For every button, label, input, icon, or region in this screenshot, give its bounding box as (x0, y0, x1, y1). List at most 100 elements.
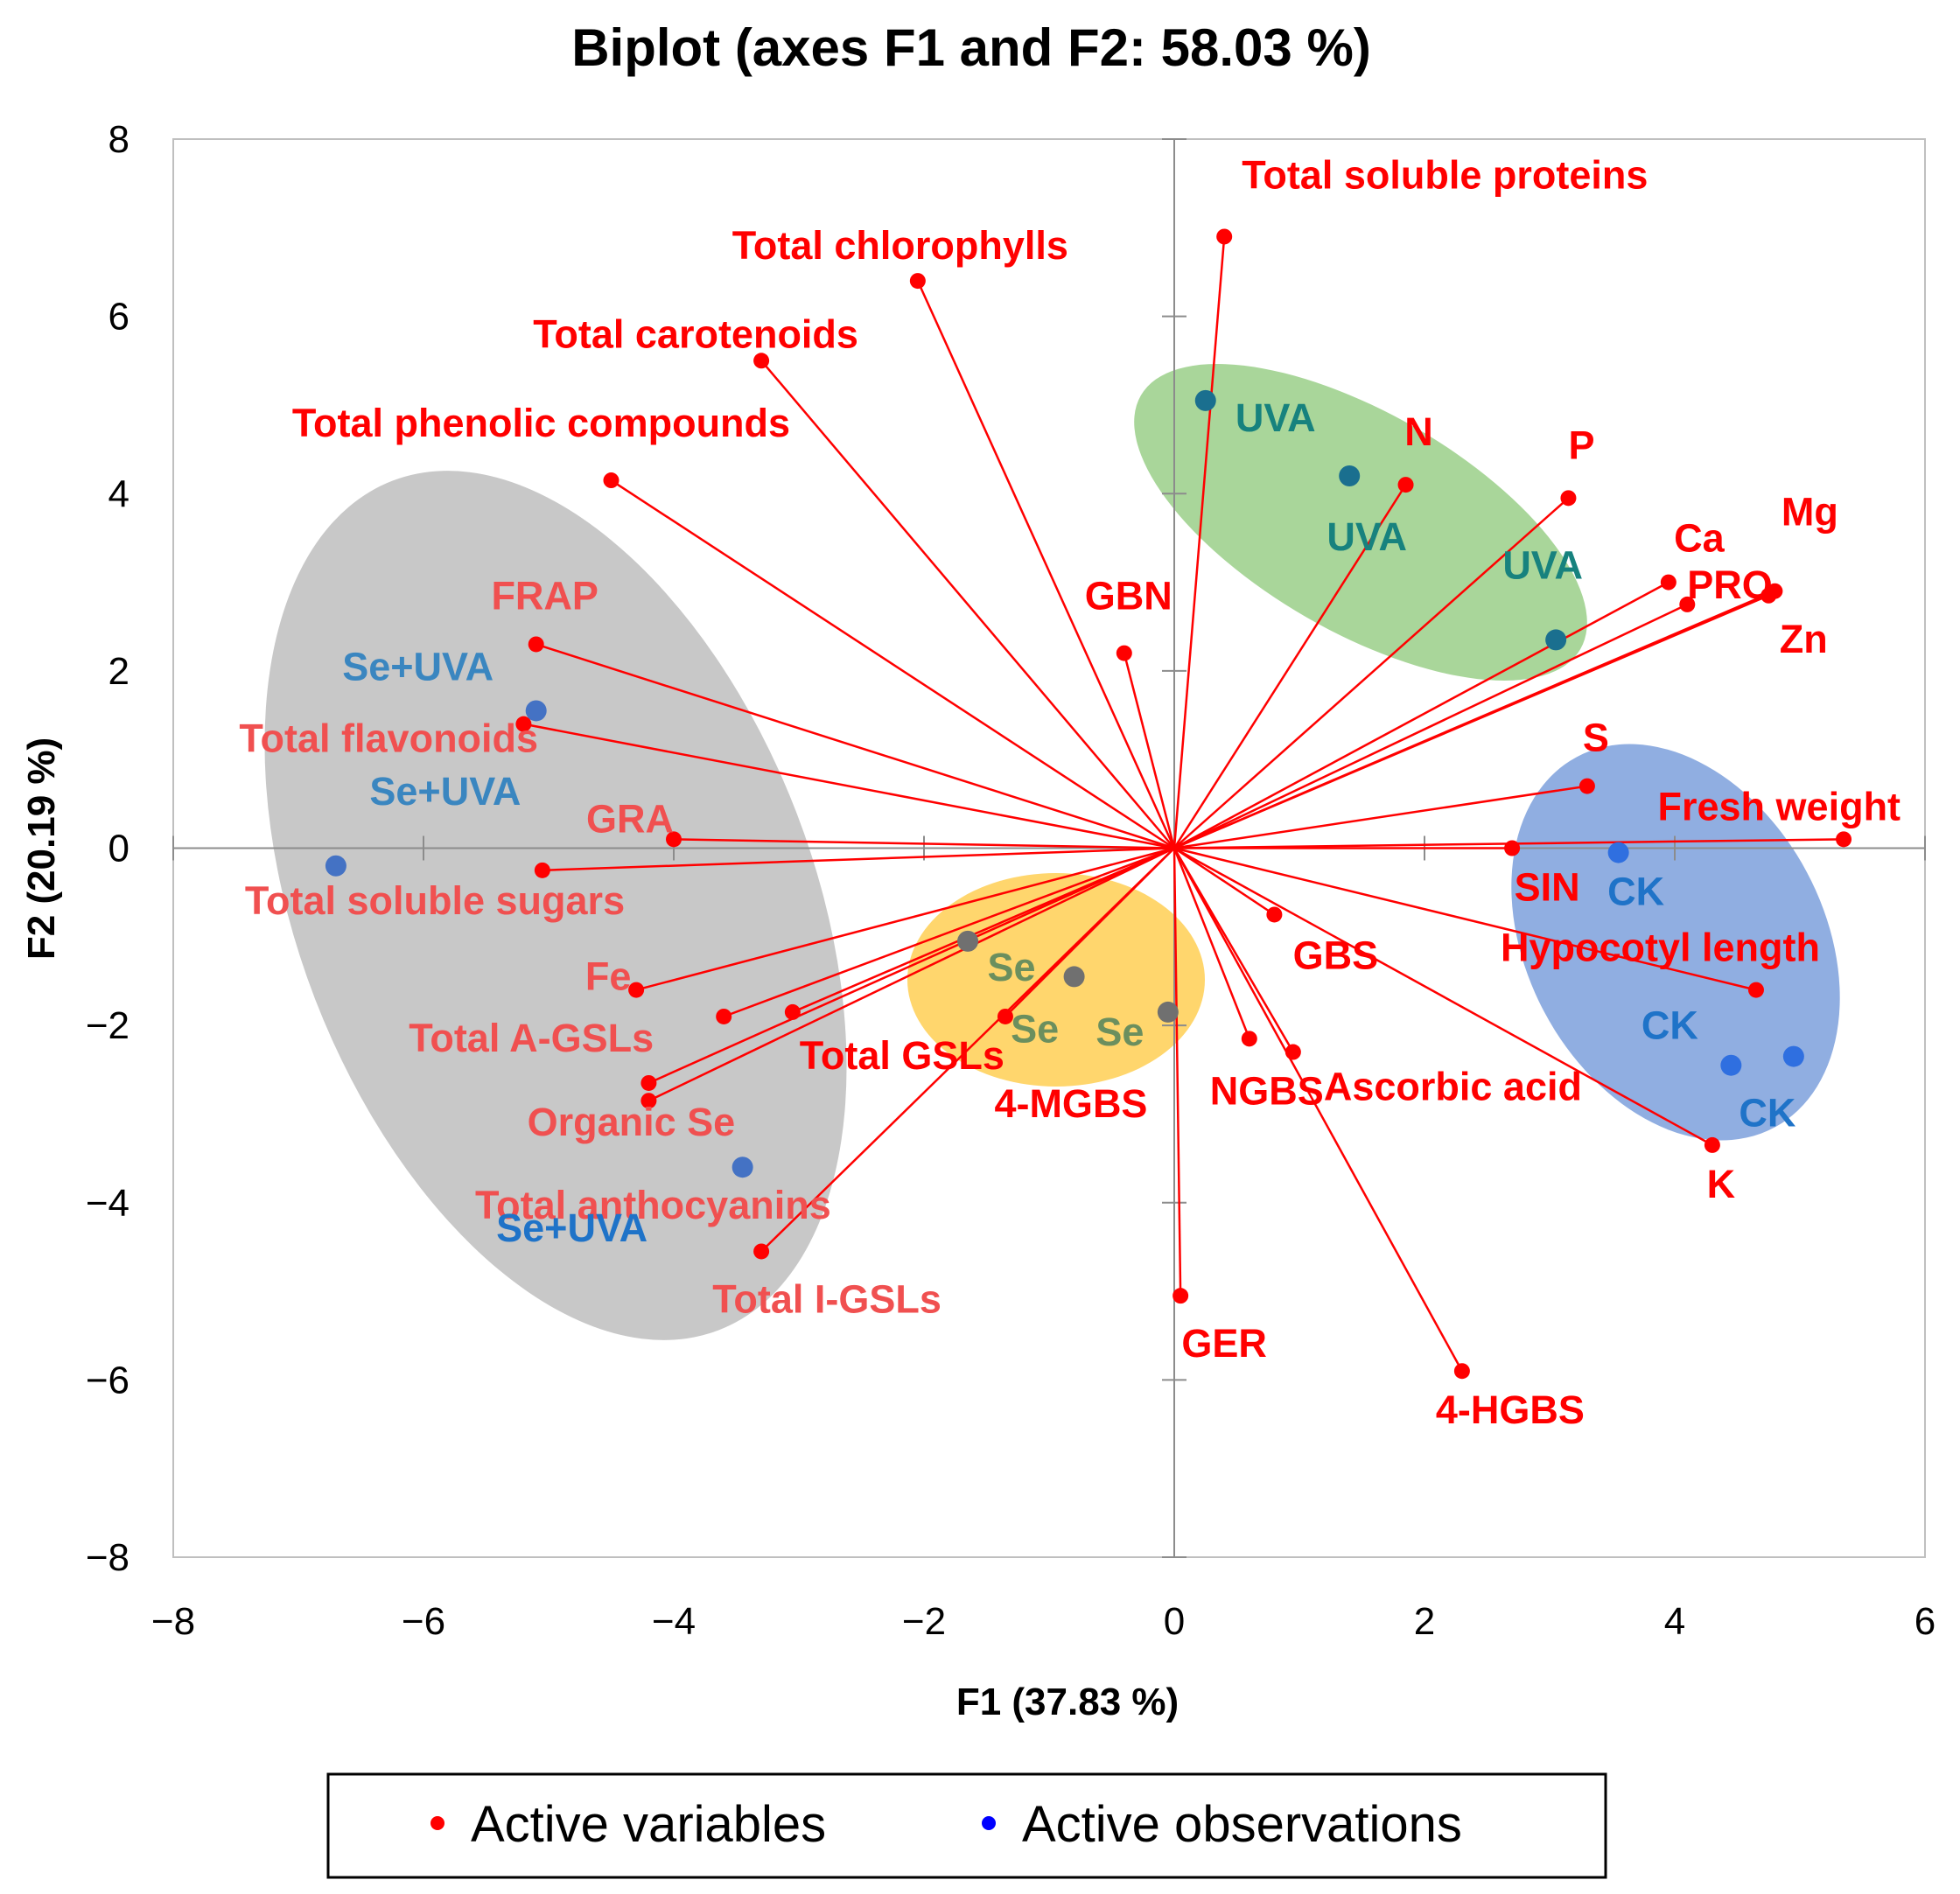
vector-total-soluble-proteins (1172, 236, 1226, 849)
vector-total-carotenoids (760, 360, 1175, 849)
variable-point-ngbs (1241, 1031, 1257, 1047)
x-tick-label: 0 (1164, 1600, 1185, 1643)
variable-label-fe: Fe (585, 954, 632, 999)
vector-pro (1173, 603, 1688, 849)
observation-label-se: Se (1011, 1006, 1059, 1051)
variable-point-4-hgbs (1453, 1363, 1470, 1380)
observation-point-se-uva (525, 700, 547, 722)
variable-label-total-soluble-proteins: Total soluble proteins (1242, 152, 1648, 197)
variable-point-total-i-gsls (753, 1243, 770, 1260)
variable-label-total-anthocyanins: Total anthocyanins (475, 1183, 831, 1227)
variable-label-total-gsls: Total GSLs (800, 1033, 1004, 1078)
variable-label-4-mgbs: 4-MGBS (994, 1081, 1147, 1126)
vector-fe (635, 847, 1175, 991)
variable-labels: Total soluble proteins Total chlorophylls… (239, 152, 1900, 1432)
legend-marker-observations (982, 1816, 996, 1830)
y-tick-label: 8 (108, 118, 130, 161)
x-tick-label: −2 (902, 1600, 946, 1643)
vector-zn (1173, 594, 1769, 849)
vector-total-a-gsls (723, 847, 1175, 1018)
variable-label-organic-se: Organic Se (528, 1100, 736, 1144)
vector-ngbs (1172, 848, 1250, 1039)
vector-ca (1173, 581, 1670, 849)
chart-axes (172, 138, 1926, 1558)
y-axis-label: F2 (20.19 %) (20, 737, 63, 960)
variable-label-total-a-gsls: Total A-GSLs (409, 1016, 654, 1060)
observation-point-se (957, 930, 979, 952)
variable-label-total-phenolic-compounds: Total phenolic compounds (292, 401, 790, 445)
x-tick-label: −8 (151, 1600, 195, 1643)
vector-organic-se (648, 847, 1175, 1085)
variable-point-ca (1660, 574, 1676, 591)
legend-label-variables: Active variables (471, 1796, 826, 1853)
variable-label-fresh-weight: Fresh weight (1658, 784, 1901, 828)
observation-label-ck: CK (1607, 870, 1664, 914)
x-tick-label: 6 (1914, 1600, 1936, 1643)
variable-point-hypocotyl-length (1747, 982, 1764, 998)
region-se (907, 873, 1205, 1087)
group-regions (264, 364, 1840, 1340)
variable-label-gbs: GBS (1293, 933, 1379, 977)
variable-point-fresh-weight (1836, 831, 1852, 848)
tick-labels: −8 −6 −4 −2 0 2 4 6 −8 −6 −4 −2 0 2 4 6 8 (86, 118, 1936, 1643)
variable-label-s: S (1583, 716, 1609, 760)
observation-point-se (1063, 966, 1085, 988)
region-uva (1134, 364, 1587, 681)
variable-point-p (1560, 490, 1577, 507)
variable-point-fe (628, 982, 645, 998)
variable-point-gbn (1116, 645, 1132, 661)
observation-label-uva: UVA (1236, 395, 1316, 440)
vector-total-flavonoids (523, 723, 1175, 849)
vector-total-i-gsls (760, 847, 1175, 1253)
x-tick-label: 4 (1664, 1600, 1685, 1643)
variable-label-n: N (1404, 409, 1433, 454)
variable-point-gbs (1266, 906, 1283, 923)
vector-gra (673, 838, 1175, 849)
y-tick-label: −4 (86, 1182, 130, 1225)
observation-point-ck (1720, 1054, 1742, 1076)
x-tick-label: −6 (402, 1600, 445, 1643)
variable-label-ca: Ca (1674, 516, 1725, 561)
observation-label-se: Se (1096, 1010, 1144, 1054)
observation-point-ck (1607, 842, 1629, 863)
variable-label-frap: FRAP (491, 573, 598, 618)
observation-label-se-uva: Se+UVA (369, 769, 521, 814)
variable-label-ascorbic-acid: Ascorbic acid (1324, 1065, 1582, 1109)
observation-label-uva: UVA (1326, 514, 1407, 559)
vector-s (1173, 785, 1588, 849)
observation-label-ck: CK (1642, 1003, 1698, 1048)
variable-label-total-soluble-sugars: Total soluble sugars (245, 878, 625, 923)
variable-label-gbn: GBN (1085, 574, 1172, 619)
x-tick-label: 2 (1414, 1600, 1435, 1643)
variable-label-hypocotyl-length: Hypocotyl length (1501, 926, 1820, 970)
observation-point-se (1157, 1001, 1179, 1023)
observation-point-se-uva (732, 1157, 753, 1178)
y-tick-label: 0 (108, 828, 130, 870)
observation-label-ck: CK (1739, 1091, 1796, 1136)
observation-points (325, 389, 1804, 1178)
variable-point-frap (528, 636, 544, 653)
variable-point-total-phenolic-compounds (603, 472, 620, 489)
legend-marker-variables (430, 1816, 444, 1830)
observation-label-uva: UVA (1502, 542, 1583, 587)
variable-point-ger (1172, 1288, 1189, 1304)
variable-point-organic-se (640, 1074, 657, 1091)
observation-label-se-uva: Se+UVA (342, 644, 494, 688)
variable-points (515, 228, 1852, 1380)
legend-label-observations: Active observations (1022, 1796, 1462, 1853)
vector-n (1172, 484, 1407, 849)
variable-label-k: K (1707, 1162, 1736, 1206)
variable-point-k (1704, 1136, 1720, 1153)
variable-point-total-soluble-sugars (534, 862, 550, 878)
y-tick-label: −8 (86, 1536, 130, 1579)
variable-point-zn (1760, 587, 1777, 604)
variable-point-total-a-gsls (716, 1008, 732, 1024)
observation-labels: UVA UVA UVA Se+UVA Se+UVA Se+UVA Se Se Se CK CK CK (342, 395, 1796, 1250)
variable-label-total-flavonoids: Total flavonoids (239, 716, 538, 761)
variable-label-zn: Zn (1780, 617, 1828, 661)
observation-point-uva (1545, 629, 1567, 651)
variable-label-4-hgbs: 4-HGBS (1436, 1387, 1585, 1432)
variable-point-4-mgbs (997, 1008, 1013, 1024)
observation-point-uva (1194, 389, 1216, 411)
